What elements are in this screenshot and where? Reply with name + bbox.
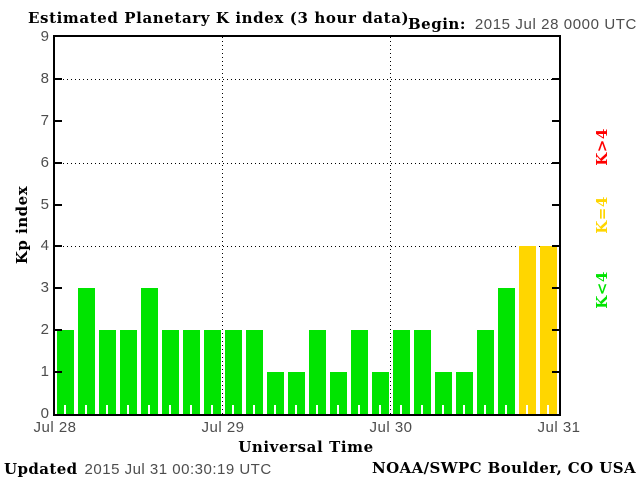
x-minor-tick xyxy=(442,405,444,414)
begin-row: Begin: 2015 Jul 28 0000 UTC xyxy=(408,14,637,33)
x-minor-tick xyxy=(211,405,213,414)
y-tick-left xyxy=(55,162,62,164)
x-tick-label: Jul 31 xyxy=(537,419,581,436)
y-tick-left xyxy=(55,287,62,289)
x-axis-title: Universal Time xyxy=(238,438,374,456)
kp-bar xyxy=(120,330,137,414)
kp-bar xyxy=(435,372,452,414)
y-tick-right xyxy=(552,371,559,373)
x-minor-tick xyxy=(484,405,486,414)
y-tick-left xyxy=(55,371,62,373)
kp-bar xyxy=(141,288,158,414)
plot-area xyxy=(53,35,561,416)
begin-value: 2015 Jul 28 0000 UTC xyxy=(474,16,637,33)
x-minor-tick xyxy=(169,405,171,414)
y-tick-right xyxy=(552,245,559,247)
y-tick-label: 0 xyxy=(40,405,49,422)
kp-bar xyxy=(267,372,284,414)
y-tick-label: 4 xyxy=(40,237,49,254)
y-tick-label: 7 xyxy=(40,112,49,129)
kp-bar xyxy=(309,330,326,414)
x-minor-tick xyxy=(421,405,423,414)
gridline-day-jul-30 xyxy=(390,37,391,414)
footer-updated: Updated 2015 Jul 31 00:30:19 UTC xyxy=(4,459,272,478)
y-tick-left xyxy=(55,245,62,247)
y-tick-label: 8 xyxy=(40,70,49,87)
y-tick-left xyxy=(55,120,62,122)
gridline-y-8 xyxy=(55,79,559,80)
x-minor-tick xyxy=(316,405,318,414)
y-tick-right xyxy=(552,329,559,331)
footer-credit: NOAA/SWPC Boulder, CO USA xyxy=(371,459,636,477)
y-tick-right xyxy=(552,78,559,80)
kp-bar xyxy=(393,330,410,414)
y-tick-label: 5 xyxy=(40,196,49,213)
kp-bar xyxy=(498,288,515,414)
x-minor-tick xyxy=(463,405,465,414)
x-minor-tick xyxy=(400,405,402,414)
x-minor-tick xyxy=(127,405,129,414)
begin-label: Begin: xyxy=(408,15,466,33)
y-tick-right xyxy=(552,162,559,164)
x-minor-tick xyxy=(106,405,108,414)
kp-bar xyxy=(519,246,536,414)
legend-item-k-below-4: K<4 xyxy=(593,271,611,309)
y-tick-right xyxy=(552,287,559,289)
kp-bar xyxy=(183,330,200,414)
x-minor-tick xyxy=(85,405,87,414)
x-minor-tick xyxy=(64,405,66,414)
kp-bar xyxy=(246,330,263,414)
kp-bar xyxy=(78,288,95,414)
x-minor-tick xyxy=(232,405,234,414)
kp-bar xyxy=(204,330,221,414)
x-minor-tick xyxy=(190,405,192,414)
x-tick-label: Jul 30 xyxy=(369,419,413,436)
x-minor-tick xyxy=(337,405,339,414)
x-minor-tick xyxy=(358,405,360,414)
y-tick-left xyxy=(55,204,62,206)
kp-bar xyxy=(57,330,74,414)
y-tick-label: 9 xyxy=(40,28,49,45)
kp-bar xyxy=(288,372,305,414)
kp-bar xyxy=(456,372,473,414)
x-tick-label: Jul 29 xyxy=(201,419,245,436)
y-tick-label: 3 xyxy=(40,279,49,296)
kp-bar xyxy=(225,330,242,414)
updated-label: Updated xyxy=(4,460,78,478)
y-tick-label: 6 xyxy=(40,154,49,171)
x-tick-label: Jul 28 xyxy=(33,419,77,436)
x-minor-tick xyxy=(295,405,297,414)
kp-bar xyxy=(414,330,431,414)
y-tick-right xyxy=(552,204,559,206)
x-minor-tick xyxy=(274,405,276,414)
kp-bar xyxy=(372,372,389,414)
gridline-y-4 xyxy=(55,246,559,247)
kp-bar xyxy=(330,372,347,414)
x-minor-tick xyxy=(505,405,507,414)
y-axis-title: Kp index xyxy=(13,185,31,265)
chart-title: Estimated Planetary K index (3 hour data… xyxy=(28,9,410,27)
gridline-y-6 xyxy=(55,163,559,164)
x-minor-tick xyxy=(526,405,528,414)
kp-bar xyxy=(351,330,368,414)
kp-bar xyxy=(477,330,494,414)
gridline-day-jul-29 xyxy=(222,37,223,414)
updated-value: 2015 Jul 31 00:30:19 UTC xyxy=(84,461,272,478)
y-tick-left xyxy=(55,78,62,80)
y-tick-right xyxy=(552,120,559,122)
x-minor-tick xyxy=(547,405,549,414)
y-tick-left xyxy=(55,329,62,331)
y-tick-label: 1 xyxy=(40,363,49,380)
kp-bar xyxy=(162,330,179,414)
y-tick-label: 2 xyxy=(40,321,49,338)
x-minor-tick xyxy=(379,405,381,414)
x-minor-tick xyxy=(253,405,255,414)
kp-bar xyxy=(99,330,116,414)
x-minor-tick xyxy=(148,405,150,414)
